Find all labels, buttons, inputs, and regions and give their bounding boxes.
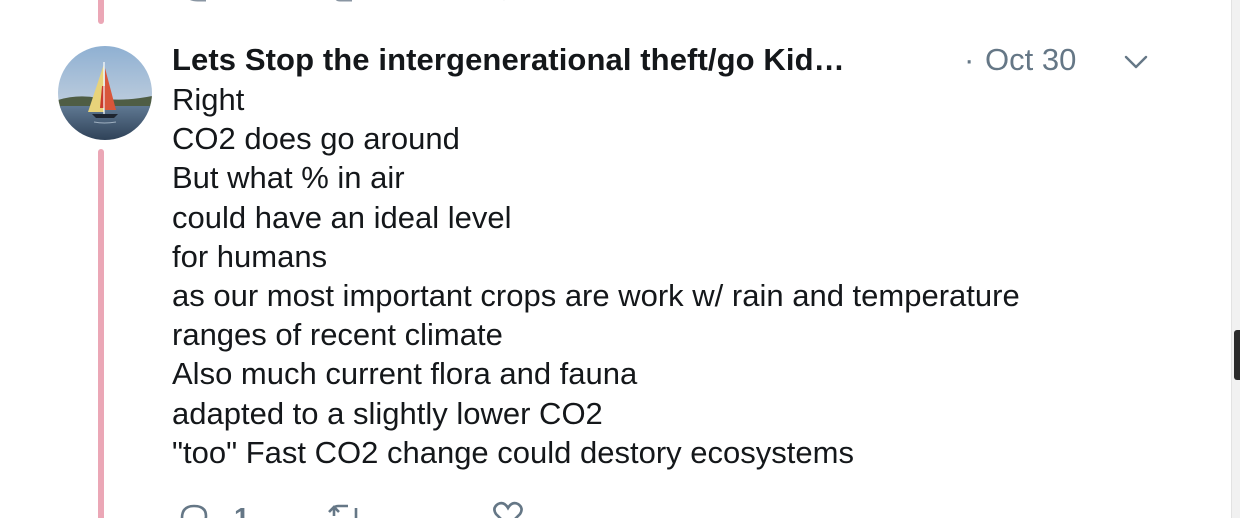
tweet-line: "too" Fast CO2 change could destory ecos… bbox=[172, 434, 854, 470]
author-avatar[interactable] bbox=[58, 46, 152, 140]
thread-connector-line-top bbox=[98, 0, 104, 24]
previous-count-mark bbox=[232, 0, 258, 6]
previous-like-icon[interactable] bbox=[490, 0, 550, 6]
reply-icon[interactable] bbox=[176, 500, 212, 518]
retweet-icon[interactable] bbox=[326, 500, 366, 518]
tweet-line: But what % in air bbox=[172, 160, 405, 196]
scroll-handle[interactable] bbox=[1234, 330, 1240, 380]
tweet-line: Right bbox=[172, 82, 245, 117]
chevron-down-icon[interactable] bbox=[1122, 52, 1150, 72]
tweet-action-bar: 1 bbox=[176, 500, 576, 518]
tweet-line: ranges of recent climate bbox=[172, 317, 503, 353]
tweet-line: adapted to a slightly lower CO2 bbox=[172, 395, 603, 431]
window-edge bbox=[1231, 0, 1240, 518]
tweet-line: as our most important crops are work w/ … bbox=[172, 278, 1020, 314]
thread-connector-line-bottom bbox=[98, 149, 104, 518]
reply-count: 1 bbox=[234, 502, 250, 518]
tweet-timestamp[interactable]: Oct 30 bbox=[985, 42, 1077, 77]
previous-retweet-icon[interactable] bbox=[330, 0, 370, 6]
sailboat-avatar-icon bbox=[58, 46, 152, 140]
tweet-line: Also much current flora and fauna bbox=[172, 356, 638, 392]
previous-tweet-actions bbox=[180, 0, 600, 6]
timestamp-separator: · bbox=[964, 42, 975, 77]
previous-reply-icon[interactable] bbox=[180, 0, 214, 6]
tweet-header: Lets Stop the intergenerational theft/go… bbox=[172, 40, 1162, 80]
tweet-body: Right CO2 does go around But what % in a… bbox=[172, 80, 1172, 472]
author-name[interactable]: Lets Stop the intergenerational theft/go… bbox=[172, 42, 845, 77]
tweet-line: for humans bbox=[172, 238, 328, 274]
tweet-line: could have an ideal level bbox=[172, 199, 512, 235]
heart-icon[interactable] bbox=[490, 500, 526, 518]
tweet-line: CO2 does go around bbox=[172, 121, 460, 157]
